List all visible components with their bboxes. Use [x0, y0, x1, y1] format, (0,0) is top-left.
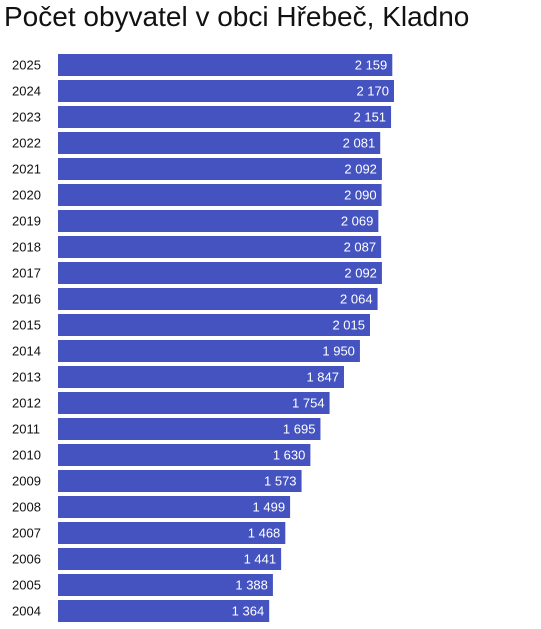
bar-2013	[58, 366, 344, 388]
value-label-2014: 1 950	[322, 344, 355, 359]
category-label-2009: 2009	[12, 474, 41, 489]
value-label-2025: 2 159	[355, 58, 388, 73]
value-label-2022: 2 081	[343, 136, 376, 151]
value-label-2021: 2 092	[344, 162, 377, 177]
bar-2021	[58, 158, 382, 180]
value-label-2018: 2 087	[344, 240, 377, 255]
value-label-2012: 1 754	[292, 396, 325, 411]
value-label-2004: 1 364	[232, 604, 265, 619]
value-label-2019: 2 069	[341, 214, 374, 229]
value-label-2020: 2 090	[344, 188, 377, 203]
bar-2009	[58, 470, 302, 492]
bar-2011	[58, 418, 321, 440]
category-label-2017: 2017	[12, 266, 41, 281]
category-label-2021: 2021	[12, 162, 41, 177]
bar-2017	[58, 262, 382, 284]
bar-2020	[58, 184, 382, 206]
bar-2005	[58, 574, 273, 596]
value-label-2007: 1 468	[248, 526, 281, 541]
value-label-2023: 2 151	[354, 110, 387, 125]
bar-2023	[58, 106, 392, 128]
category-label-2023: 2023	[12, 110, 41, 125]
value-label-2015: 2 015	[332, 318, 365, 333]
category-label-2011: 2011	[12, 422, 40, 437]
category-label-2004: 2004	[12, 604, 41, 619]
bar-2006	[58, 548, 282, 570]
category-label-2013: 2013	[12, 370, 41, 385]
category-label-2015: 2015	[12, 318, 41, 333]
bar-2022	[58, 132, 381, 154]
category-label-2016: 2016	[12, 292, 41, 307]
category-label-2014: 2014	[12, 344, 41, 359]
category-label-2010: 2010	[12, 448, 41, 463]
value-label-2017: 2 092	[344, 266, 377, 281]
value-label-2005: 1 388	[235, 578, 268, 593]
value-label-2006: 1 441	[244, 552, 277, 567]
value-label-2016: 2 064	[340, 292, 373, 307]
category-label-2008: 2008	[12, 500, 41, 515]
category-label-2006: 2006	[12, 552, 41, 567]
bar-2012	[58, 392, 330, 414]
value-label-2011: 1 695	[283, 422, 316, 437]
category-label-2022: 2022	[12, 136, 41, 151]
bar-2008	[58, 496, 291, 518]
bar-2014	[58, 340, 360, 362]
category-label-2025: 2025	[12, 58, 41, 73]
bar-2025	[58, 54, 393, 76]
bar-2015	[58, 314, 370, 336]
bar-2019	[58, 210, 379, 232]
chart-title: Počet obyvatel v obci Hřebeč, Kladno	[4, 1, 470, 32]
bar-2007	[58, 522, 286, 544]
value-label-2013: 1 847	[306, 370, 339, 385]
category-label-2005: 2005	[12, 578, 41, 593]
bar-2016	[58, 288, 378, 310]
category-label-2018: 2018	[12, 240, 41, 255]
value-label-2009: 1 573	[264, 474, 297, 489]
value-label-2024: 2 170	[356, 84, 389, 99]
category-label-2019: 2019	[12, 214, 41, 229]
category-label-2012: 2012	[12, 396, 41, 411]
category-label-2007: 2007	[12, 526, 41, 541]
bar-2004	[58, 600, 270, 622]
value-label-2010: 1 630	[273, 448, 306, 463]
category-label-2020: 2020	[12, 188, 41, 203]
bar-2010	[58, 444, 311, 466]
value-label-2008: 1 499	[253, 500, 286, 515]
category-label-2024: 2024	[12, 84, 41, 99]
bar-2018	[58, 236, 382, 258]
bar-2024	[58, 80, 394, 102]
